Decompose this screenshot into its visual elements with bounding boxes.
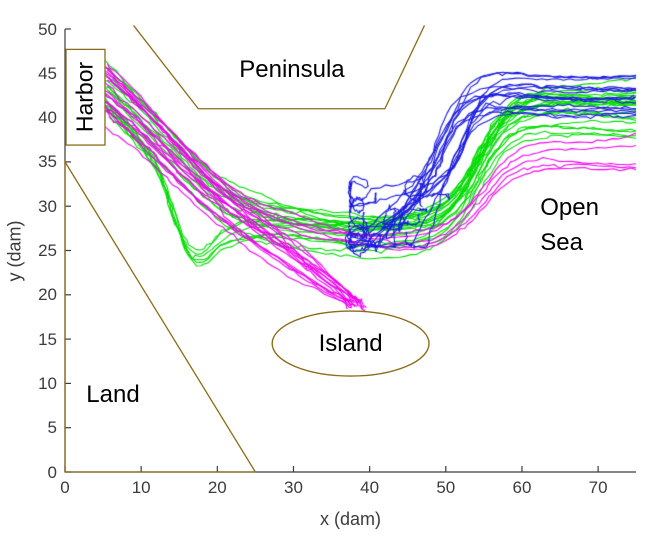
y-tick-label: 15 — [38, 329, 57, 349]
x-tick-label: 40 — [360, 478, 380, 497]
x-tick-label: 50 — [436, 478, 456, 497]
label-harbor: Harbor — [71, 62, 98, 133]
y-tick-label: 5 — [47, 418, 57, 438]
label-land: Land — [86, 380, 140, 408]
y-tick-label: 45 — [38, 63, 57, 83]
label-open-sea-line1: Open — [540, 194, 599, 222]
y-tick-label: 25 — [38, 241, 57, 260]
x-tick-label: 20 — [207, 478, 227, 497]
label-peninsula: Peninsula — [239, 55, 345, 83]
x-tick-label: 60 — [512, 478, 532, 497]
x-axis-title: x (dam) — [319, 509, 382, 529]
y-tick-label: 0 — [47, 462, 57, 482]
x-tick-label: 70 — [588, 478, 608, 497]
harbor-outline — [65, 48, 106, 146]
land-outline — [64, 159, 257, 473]
y-tick-label: 50 — [38, 19, 57, 39]
label-island: Island — [318, 330, 383, 358]
label-open-sea: Open Sea — [540, 190, 599, 260]
label-open-sea-line2: Sea — [540, 229, 583, 257]
y-tick-label: 20 — [38, 285, 57, 305]
y-tick-label: 30 — [38, 196, 57, 216]
y-tick-label: 35 — [38, 152, 57, 172]
x-tick-label: 0 — [60, 478, 70, 497]
x-tick-label: 10 — [131, 478, 151, 497]
peninsula-outline — [133, 25, 426, 110]
y-tick-label: 10 — [38, 373, 57, 393]
x-tick-label: 30 — [284, 478, 303, 497]
y-axis-title: y (dam) — [4, 219, 25, 282]
y-tick-label: 40 — [38, 108, 57, 128]
island-outline — [271, 310, 430, 377]
